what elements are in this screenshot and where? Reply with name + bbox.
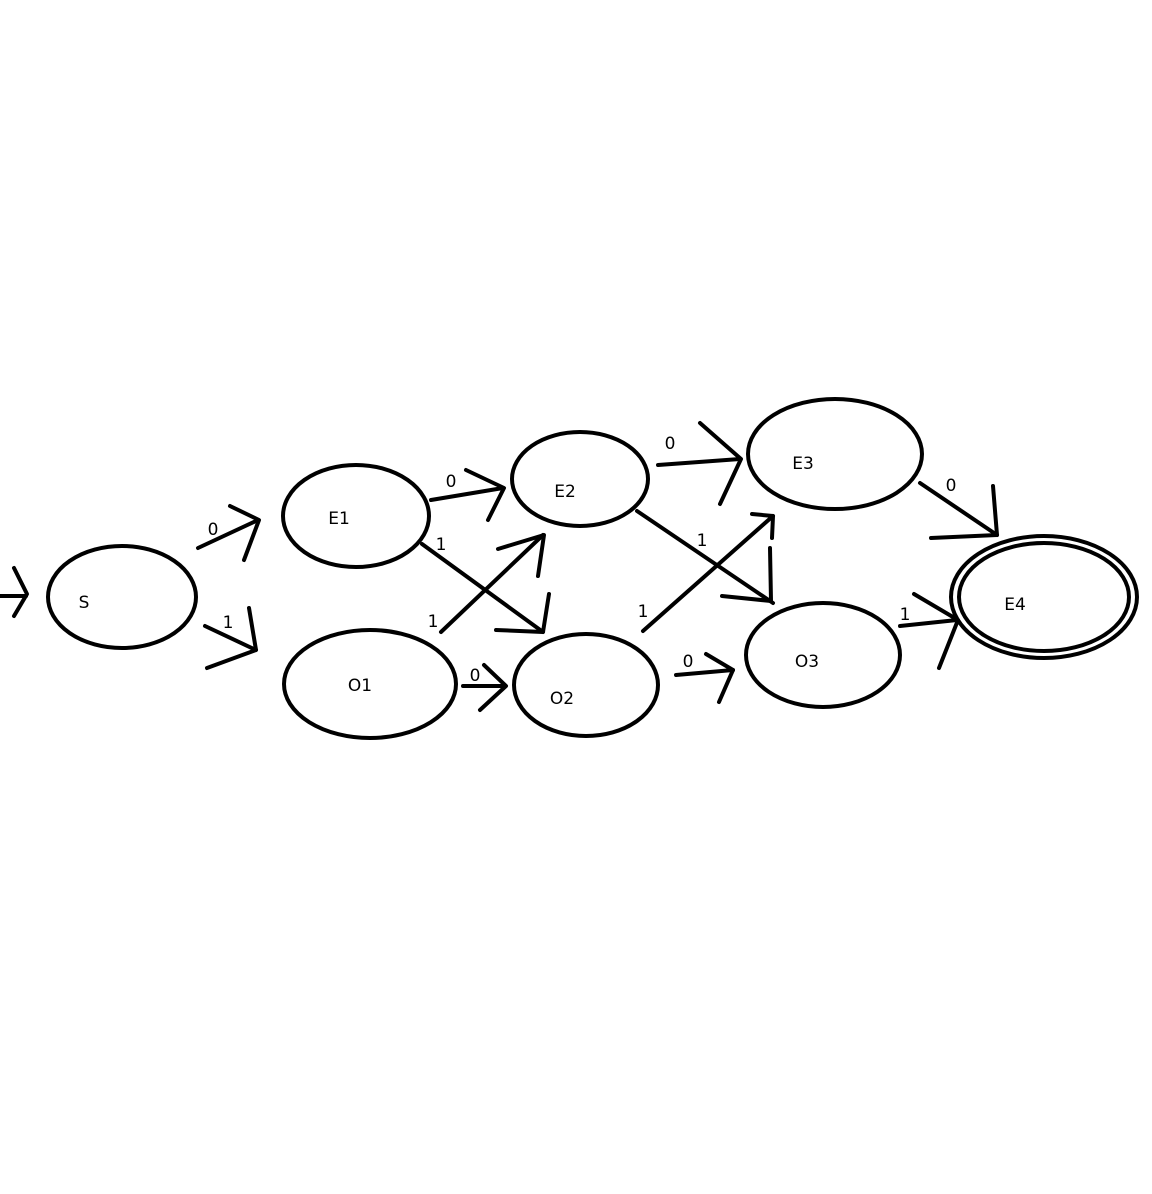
- state-label: O3: [795, 652, 819, 672]
- transition-symbol: 1: [697, 531, 708, 551]
- state-E3: E3: [746, 397, 924, 511]
- state-label: E1: [328, 509, 350, 529]
- transition-symbol: 0: [683, 652, 694, 672]
- state-label: E4: [1004, 595, 1026, 615]
- transition-E2-O3: 1: [635, 509, 775, 605]
- transition-S-E1: 0: [196, 504, 261, 562]
- state-label: O1: [348, 676, 372, 696]
- start-arrow: [0, 566, 29, 618]
- transition-S-O1: 1: [203, 606, 258, 670]
- state-E2: E2: [510, 430, 650, 528]
- transition-symbol: 1: [428, 612, 439, 632]
- transition-O3-E4: 1: [898, 592, 960, 670]
- transition-O1-E2: 1: [428, 533, 546, 634]
- state-O2: O2: [512, 632, 660, 738]
- transition-symbol: 0: [946, 476, 957, 496]
- transition-symbol: 0: [208, 520, 219, 540]
- transition-symbol: 1: [638, 602, 649, 622]
- state-S: S: [46, 544, 198, 650]
- transition-E1-E2: 0: [429, 468, 506, 522]
- transition-O2-E3: 1: [638, 512, 775, 633]
- transition-symbol: 0: [446, 472, 457, 492]
- state-label: O2: [550, 689, 574, 709]
- transition-E2-E3: 0: [656, 421, 743, 506]
- transition-O2-O3: 0: [674, 652, 735, 704]
- state-label: S: [79, 593, 90, 613]
- state-label: E2: [554, 482, 576, 502]
- state-O1: O1: [282, 628, 458, 740]
- transition-O1-O2: 0: [461, 663, 508, 712]
- state-O3: O3: [744, 601, 902, 709]
- transition-E3-E4: 0: [918, 476, 999, 540]
- transition-E1-O2: 1: [420, 535, 551, 634]
- transition-symbol: 1: [900, 605, 911, 625]
- transition-symbol: 1: [223, 613, 234, 633]
- state-E4-accept: E4: [949, 534, 1139, 660]
- transition-symbol: 0: [665, 434, 676, 454]
- transition-symbol: 1: [436, 535, 447, 555]
- state-label: E3: [792, 454, 814, 474]
- state-E1: E1: [281, 463, 431, 569]
- transition-symbol: 0: [470, 666, 481, 686]
